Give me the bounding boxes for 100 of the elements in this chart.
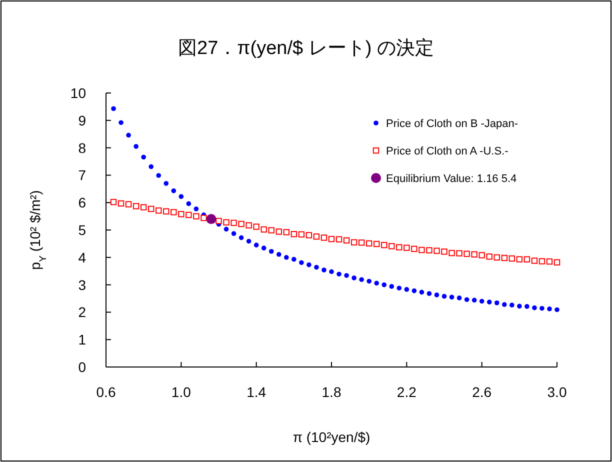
x-tick-label: 1.4 <box>246 384 266 400</box>
point <box>118 120 124 125</box>
point <box>508 255 515 262</box>
point <box>328 236 335 242</box>
point <box>381 242 388 248</box>
point <box>156 207 162 214</box>
point <box>456 250 462 256</box>
point <box>374 280 379 286</box>
point <box>260 226 267 233</box>
point <box>501 254 508 262</box>
point <box>494 254 500 260</box>
point <box>404 244 410 251</box>
point <box>426 247 432 254</box>
x-tick-label: 2.6 <box>472 384 492 400</box>
point <box>358 240 365 246</box>
point <box>299 260 304 266</box>
point <box>306 232 312 238</box>
point <box>412 288 417 294</box>
point <box>186 201 192 206</box>
point <box>246 222 252 228</box>
y-tick-label: 2 <box>78 304 86 320</box>
y-tick-label: 5 <box>78 222 86 238</box>
point <box>411 246 418 252</box>
point <box>516 256 523 262</box>
point <box>132 203 140 210</box>
point <box>230 220 237 226</box>
point <box>442 294 447 299</box>
point <box>268 248 274 254</box>
point <box>238 220 244 228</box>
point <box>178 211 184 218</box>
point <box>359 277 364 282</box>
point <box>336 236 342 242</box>
y-tick-label: 6 <box>78 194 86 211</box>
point <box>352 276 356 280</box>
point <box>531 258 538 264</box>
point <box>292 256 296 262</box>
point <box>366 278 372 284</box>
point <box>156 173 162 178</box>
y-tick-label: 1 <box>78 332 86 348</box>
point <box>276 228 282 235</box>
point <box>366 240 372 247</box>
point <box>329 269 334 274</box>
point <box>464 297 470 302</box>
point <box>163 208 170 214</box>
point <box>118 200 124 207</box>
y-tick-label: 10 <box>70 85 86 101</box>
point <box>540 306 544 311</box>
point <box>125 201 132 208</box>
point <box>268 227 274 234</box>
point <box>388 243 395 250</box>
point <box>510 302 514 308</box>
point <box>456 296 462 300</box>
point <box>313 233 320 240</box>
point <box>479 298 484 304</box>
point <box>532 305 537 310</box>
point <box>472 298 477 303</box>
point <box>253 224 260 230</box>
y-tick-label: 4 <box>78 249 86 266</box>
point <box>224 226 229 232</box>
y-tick-label: 8 <box>78 140 86 156</box>
point <box>389 284 394 289</box>
y-tick-label: 9 <box>78 112 86 128</box>
point <box>140 204 147 210</box>
point <box>126 132 131 138</box>
point <box>502 302 507 307</box>
point <box>261 246 266 250</box>
point <box>554 259 560 266</box>
point <box>471 251 478 258</box>
x-tick-label: 1.8 <box>322 384 342 400</box>
point <box>464 250 470 257</box>
point <box>111 106 116 112</box>
point <box>306 262 312 268</box>
point <box>171 188 176 194</box>
point <box>547 306 552 312</box>
point <box>283 229 290 236</box>
point <box>441 248 448 255</box>
point <box>246 238 252 244</box>
chart-title: 図27．π(yen/$ レート) の決定 <box>178 37 434 59</box>
point <box>314 264 319 270</box>
point <box>193 213 200 220</box>
point <box>546 258 553 265</box>
point <box>134 144 138 149</box>
point <box>223 219 230 226</box>
x-tick-label: 2.2 <box>396 384 417 400</box>
point <box>238 235 244 240</box>
point <box>404 287 410 292</box>
point <box>434 292 440 298</box>
point <box>343 237 350 244</box>
point <box>148 164 154 170</box>
point <box>419 290 424 295</box>
x-tick-label: 1.0 <box>171 384 192 400</box>
point <box>178 194 184 199</box>
x-tick-label: 3.0 <box>547 384 567 400</box>
point <box>449 294 454 300</box>
point <box>336 272 342 277</box>
point <box>448 250 455 256</box>
point <box>396 286 402 290</box>
point <box>298 231 305 238</box>
point <box>524 256 530 262</box>
point <box>486 300 492 304</box>
